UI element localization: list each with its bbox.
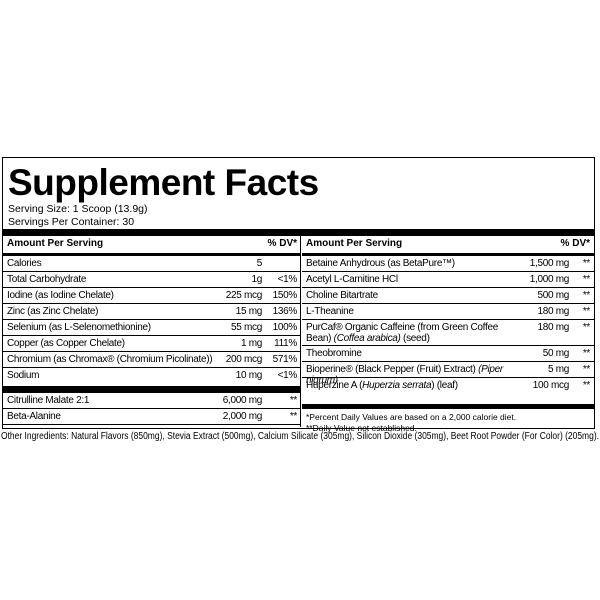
right-column: Amount Per Serving % DV* Betaine Anhydrous… bbox=[302, 236, 594, 434]
nutrient-row: Chromium (as Chromax® (Chromium Picolina… bbox=[3, 352, 300, 368]
name-part: ) (leaf) bbox=[431, 380, 458, 391]
name-part: (seed) bbox=[400, 333, 430, 344]
nutrient-dv: 150% bbox=[272, 290, 298, 301]
nutrient-row: Choline Bitartrate 500 mg ** bbox=[302, 288, 594, 304]
nutrient-dv: ** bbox=[582, 380, 590, 391]
nutrient-name: Calories bbox=[7, 258, 42, 269]
nutrient-name: Copper (as Copper Chelate) bbox=[7, 338, 125, 349]
nutrient-name: Acetyl L-Carnitine HCl bbox=[306, 274, 398, 285]
column-header: Amount Per Serving % DV* bbox=[3, 236, 300, 256]
nutrient-dv: ** bbox=[582, 274, 590, 285]
nutrient-row: Theobromine 50 mg ** bbox=[302, 346, 594, 362]
nutrient-amount: 5 bbox=[256, 258, 263, 269]
nutrient-dv: ** bbox=[289, 395, 297, 406]
footnote: **Daily Value not established. bbox=[306, 423, 417, 433]
nutrient-amount: 180 mg bbox=[537, 322, 569, 333]
footnote: *Percent Daily Values are based on a 2,0… bbox=[306, 412, 517, 422]
nutrient-row: Huperzine A (Huperzia serrata) (leaf) 100… bbox=[302, 378, 594, 404]
nutrient-row: PurCaf® Organic Caffeine (from Green Cof… bbox=[302, 320, 594, 346]
nutrient-row: Acetyl L-Carnitine HCl 1,000 mg ** bbox=[302, 272, 594, 288]
nutrient-amount: 2,000 mg bbox=[222, 411, 263, 422]
nutrient-name: Beta-Alanine bbox=[7, 411, 61, 422]
nutrient-row: Selenium (as L-Selenomethionine) 55 mcg 10… bbox=[3, 320, 300, 336]
nutrient-name: Choline Bitartrate bbox=[306, 290, 378, 301]
nutrient-name: Zinc (as Zinc Chelate) bbox=[7, 306, 99, 317]
nutrient-amount: 1 mg bbox=[240, 338, 262, 349]
name-part: Huperzia serrata bbox=[362, 380, 432, 391]
serving-size: Serving Size: 1 Scoop (13.9g) bbox=[8, 203, 148, 215]
nutrient-row: Copper (as Copper Chelate) 1 mg 111% bbox=[3, 336, 300, 352]
nutrient-dv: 111% bbox=[274, 338, 297, 349]
nutrient-name: Total Carbohydrate bbox=[7, 274, 87, 285]
nutrient-dv: ** bbox=[582, 290, 590, 301]
other-ingredients: Other Ingredients: Natural Flavors (850m… bbox=[1, 431, 599, 442]
nutrient-amount: 1,500 mg bbox=[529, 258, 570, 269]
title: Supplement Facts bbox=[8, 162, 319, 203]
nutrient-dv: ** bbox=[582, 306, 590, 317]
nutrient-amount: 180 mg bbox=[537, 306, 569, 317]
thick-rule bbox=[3, 229, 594, 236]
nutrient-dv: ** bbox=[582, 258, 590, 269]
nutrient-row: Total Carbohydrate 1g <1% bbox=[3, 272, 300, 288]
nutrient-amount: 55 mcg bbox=[231, 322, 262, 333]
nutrient-name: Bioperine® (Black Pepper (Fruit) Extract… bbox=[306, 364, 511, 386]
nutrient-name: Chromium (as Chromax® (Chromium Picolina… bbox=[7, 354, 213, 365]
nutrient-amount: 5 mg bbox=[547, 364, 569, 375]
name-part: Bioperine® (Black Pepper (Fruit) Extract… bbox=[306, 364, 479, 375]
name-part: (Coffea arabica) bbox=[333, 333, 401, 344]
nutrient-row: L-Theanine 180 mg ** bbox=[302, 304, 594, 320]
nutrient-row: Iodine (as Iodine Chelate) 225 mcg 150% bbox=[3, 288, 300, 304]
nutrient-amount: 100 mcg bbox=[532, 380, 570, 391]
nutrient-amount: 10 mg bbox=[235, 370, 263, 381]
header-dv: % DV* bbox=[267, 238, 297, 249]
nutrient-name: Selenium (as L-Selenomethionine) bbox=[7, 322, 151, 333]
nutrient-name: Huperzine A (Huperzia serrata) (leaf) bbox=[306, 380, 511, 391]
nutrient-row: Sodium 10 mg <1% bbox=[3, 368, 300, 386]
left-column: Amount Per Serving % DV* Calories 5 Total Ca… bbox=[3, 236, 301, 427]
header-amount: Amount Per Serving bbox=[306, 238, 403, 249]
nutrient-dv: <1% bbox=[277, 370, 298, 381]
header-dv: % DV* bbox=[560, 238, 590, 249]
nutrient-amount: 200 mcg bbox=[225, 354, 263, 365]
nutrient-name: Sodium bbox=[7, 370, 40, 381]
nutrient-row: Citrulline Malate 2:1 6,000 mg ** bbox=[3, 393, 300, 409]
nutrient-name: Iodine (as Iodine Chelate) bbox=[7, 290, 114, 301]
nutrient-dv: ** bbox=[582, 322, 590, 333]
nutrient-amount: 1g bbox=[251, 274, 262, 285]
nutrient-amount: 1,000 mg bbox=[529, 274, 570, 285]
name-part: Huperzine A ( bbox=[306, 380, 363, 391]
servings-per-container: Servings Per Container: 30 bbox=[8, 216, 135, 228]
nutrient-name: Theobromine bbox=[306, 348, 362, 359]
nutrient-row: Beta-Alanine 2,000 mg ** bbox=[3, 409, 300, 425]
name-part: PurCaf® Organic Caffeine (from Green Cof… bbox=[306, 322, 498, 344]
nutrient-amount: 50 mg bbox=[542, 348, 570, 359]
header-amount: Amount Per Serving bbox=[7, 238, 104, 249]
nutrient-amount: 15 mg bbox=[235, 306, 263, 317]
nutrient-dv: 136% bbox=[272, 306, 298, 317]
nutrient-row: Bioperine® (Black Pepper (Fruit) Extract… bbox=[302, 362, 594, 386]
nutrient-dv: ** bbox=[582, 348, 590, 359]
nutrient-dv: ** bbox=[582, 364, 590, 375]
nutrient-row: Zinc (as Zinc Chelate) 15 mg 136% bbox=[3, 304, 300, 320]
nutrient-row: Betaine Anhydrous (as BetaPure™) 1,500 mg… bbox=[302, 256, 594, 272]
nutrient-amount: 6,000 mg bbox=[222, 395, 263, 406]
nutrient-amount: 500 mg bbox=[537, 290, 569, 301]
nutrient-name: Betaine Anhydrous (as BetaPure™) bbox=[306, 258, 455, 269]
nutrient-row: Calories 5 bbox=[3, 256, 300, 272]
nutrient-dv: 100% bbox=[272, 322, 298, 333]
thick-rule bbox=[3, 386, 300, 393]
facts-panel: Supplement Facts Serving Size: 1 Scoop (… bbox=[2, 157, 595, 433]
nutrient-dv: 571% bbox=[272, 354, 298, 365]
thick-rule bbox=[302, 404, 594, 409]
name-part: (Piper nigrum) bbox=[306, 364, 503, 386]
nutrient-name: PurCaf® Organic Caffeine (from Green Cof… bbox=[306, 322, 511, 344]
nutrient-amount: 225 mcg bbox=[225, 290, 263, 301]
nutrient-name: L-Theanine bbox=[306, 306, 354, 317]
nutrient-name: Citrulline Malate 2:1 bbox=[7, 395, 90, 406]
column-header: Amount Per Serving % DV* bbox=[302, 236, 594, 256]
nutrient-dv: <1% bbox=[277, 274, 298, 285]
nutrient-dv: ** bbox=[289, 411, 297, 422]
